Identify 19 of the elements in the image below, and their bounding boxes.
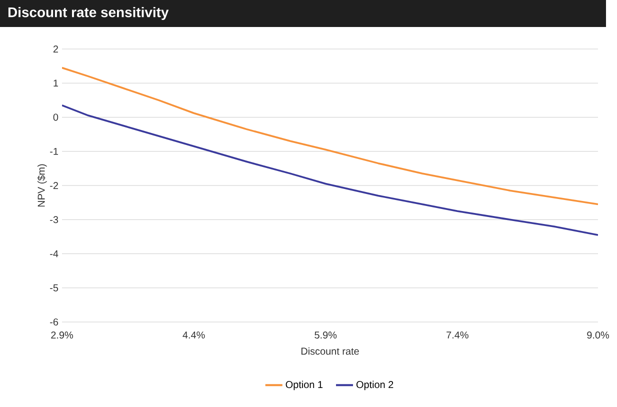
y-tick-label: 2 [53,46,58,52]
y-tick-label: -6 [50,318,58,326]
y-tick-label: 1 [54,80,58,87]
y-tick-label: -2 [50,182,58,189]
x-tick-label: 2.9% [51,332,74,339]
legend-label: Option 1 [286,380,323,390]
y-tick-label: -4 [50,250,58,258]
x-tick-label: 7.4% [446,332,468,338]
chart-title: Discount rate sensitivity [8,6,169,20]
y-tick-label: -3 [50,216,58,224]
y-tick-label: 0 [53,114,58,121]
y-tick-label: -1 [50,148,58,155]
x-tick-label: 9.0% [587,332,610,339]
y-axis-title: NPV ($m) [37,164,47,207]
x-tick-label: 4.4% [182,332,205,338]
y-tick-label: -5 [50,284,58,292]
x-axis-title: Discount rate [301,347,359,355]
x-tick-label: 5.9% [314,332,337,339]
legend-label: Option 2 [356,380,394,390]
